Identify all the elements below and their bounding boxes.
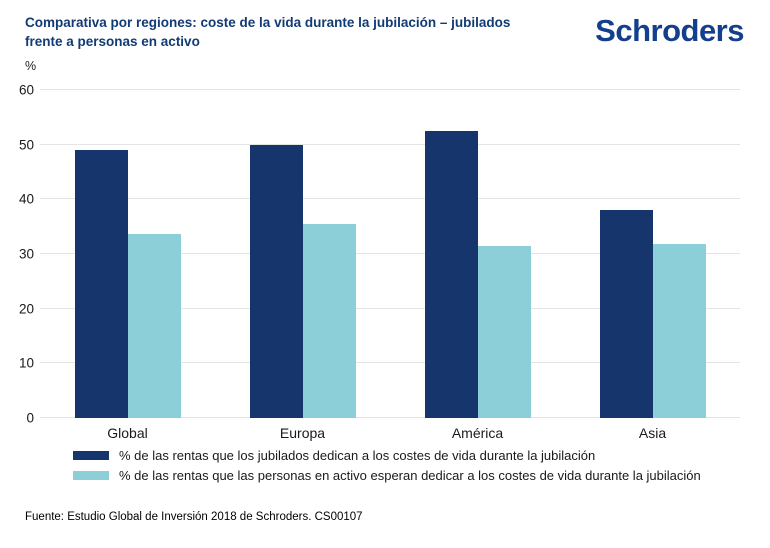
bar-asia-series-0	[599, 210, 653, 418]
bar-group-asia	[565, 90, 740, 418]
x-axis-label-asia: Asia	[638, 425, 667, 441]
bar-américa-series-1	[477, 245, 531, 418]
legend-swatch-jubilados	[73, 451, 109, 460]
bar-asia-series-1	[652, 244, 706, 418]
bar-global-series-1	[127, 233, 181, 418]
bar-group-europa	[215, 90, 390, 418]
x-axis-labels: Global Europa América Asia	[40, 425, 740, 441]
bar-series-container	[40, 90, 740, 418]
y-tick-label-20: 20	[18, 301, 34, 317]
chart-title-line1: Comparativa por regiones: coste de la vi…	[25, 15, 511, 30]
y-tick-label-30: 30	[18, 246, 34, 262]
y-tick-label-0: 0	[26, 410, 34, 426]
y-tick-label-50: 50	[18, 137, 34, 153]
gridline-10	[40, 362, 740, 364]
schroders-logo: Schroders	[595, 13, 744, 48]
legend-row-jubilados: % de las rentas que los jubilados dedica…	[73, 448, 701, 463]
legend-label-activos: % de las rentas que las personas en acti…	[119, 468, 701, 483]
y-tick-label-40: 40	[18, 191, 34, 207]
legend-label-jubilados: % de las rentas que los jubilados dedica…	[119, 448, 596, 463]
y-axis: 0 10 20 30 40 50 60	[8, 83, 34, 426]
chart-title: Comparativa por regiones: coste de la vi…	[25, 13, 590, 51]
gridline-50	[40, 143, 740, 145]
legend-swatch-activos	[73, 471, 109, 480]
bar-global-series-0	[74, 150, 128, 418]
source-note: Fuente: Estudio Global de Inversión 2018…	[25, 511, 363, 523]
bar-group-global	[40, 90, 215, 418]
x-axis-label-europa: Europa	[279, 425, 326, 441]
plot-area	[40, 89, 740, 418]
gridline-60	[40, 89, 740, 90]
y-tick-label-60: 60	[18, 82, 34, 98]
bar-américa-series-0	[424, 131, 478, 418]
bar-europa-series-1	[302, 224, 356, 418]
gridline-30	[40, 253, 740, 254]
legend-row-activos: % de las rentas que las personas en acti…	[73, 468, 701, 483]
x-axis-label-américa: América	[451, 425, 504, 441]
chart-title-line2: frente a personas en activo	[25, 34, 200, 49]
y-axis-unit-label: %	[25, 59, 37, 73]
legend: % de las rentas que los jubilados dedica…	[73, 448, 701, 488]
gridline-0	[40, 417, 740, 418]
gridline-40	[40, 198, 740, 200]
x-axis-label-global: Global	[107, 425, 148, 441]
bar-group-américa	[390, 90, 565, 418]
gridline-20	[40, 307, 740, 309]
y-tick-label-10: 10	[18, 355, 34, 371]
bar-europa-series-0	[249, 144, 303, 418]
